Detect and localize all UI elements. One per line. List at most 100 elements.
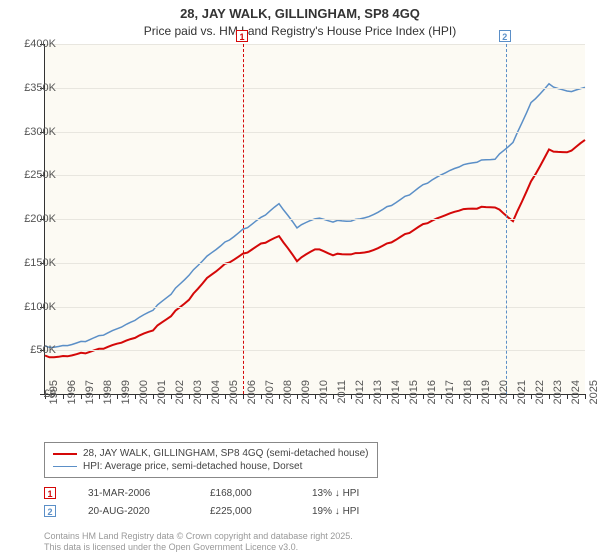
ylabel: £250K	[6, 169, 56, 181]
legend-row: HPI: Average price, semi-detached house,…	[53, 460, 369, 473]
xtick	[225, 394, 226, 399]
xtick	[531, 394, 532, 399]
xtick	[243, 394, 244, 399]
xlabel: 2006	[246, 380, 258, 416]
ylabel: £350K	[6, 82, 56, 94]
xlabel: 2002	[174, 380, 186, 416]
xtick	[261, 394, 262, 399]
xtick	[567, 394, 568, 399]
xlabel: 2005	[228, 380, 240, 416]
plot-area	[44, 44, 585, 395]
chart-container: 28, JAY WALK, GILLINGHAM, SP8 4GQ Price …	[0, 0, 600, 560]
gridline	[45, 263, 585, 264]
legend-swatch	[53, 453, 77, 455]
xtick	[387, 394, 388, 399]
xtick	[117, 394, 118, 399]
sale-marker: 1	[44, 487, 56, 499]
ylabel: £200K	[6, 213, 56, 225]
xtick	[99, 394, 100, 399]
xtick	[441, 394, 442, 399]
xtick	[333, 394, 334, 399]
xlabel: 2004	[210, 380, 222, 416]
sale-row: 1 31-MAR-2006 £168,000 13% ↓ HPI	[44, 484, 402, 502]
legend: 28, JAY WALK, GILLINGHAM, SP8 4GQ (semi-…	[44, 442, 378, 478]
sale-price: £225,000	[210, 506, 280, 517]
xtick	[81, 394, 82, 399]
xlabel: 2001	[156, 380, 168, 416]
xlabel: 2024	[570, 380, 582, 416]
xlabel: 1996	[66, 380, 78, 416]
xlabel: 1995	[48, 380, 60, 416]
xlabel: 2011	[336, 380, 348, 416]
gridline	[45, 88, 585, 89]
marker-box: 1	[236, 30, 248, 42]
sale-date: 31-MAR-2006	[88, 488, 178, 499]
xlabel: 2020	[498, 380, 510, 416]
xlabel: 2025	[588, 380, 600, 416]
xtick	[153, 394, 154, 399]
xlabel: 2022	[534, 380, 546, 416]
legend-row: 28, JAY WALK, GILLINGHAM, SP8 4GQ (semi-…	[53, 447, 369, 460]
gridline	[45, 132, 585, 133]
xlabel: 2010	[318, 380, 330, 416]
xtick	[297, 394, 298, 399]
ylabel: £50K	[6, 344, 56, 356]
footer-line-2: This data is licensed under the Open Gov…	[44, 542, 353, 554]
xlabel: 2015	[408, 380, 420, 416]
xtick	[513, 394, 514, 399]
xlabel: 2012	[354, 380, 366, 416]
sale-rows: 1 31-MAR-2006 £168,000 13% ↓ HPI 2 20-AUG-202…	[44, 484, 402, 520]
gridline	[45, 219, 585, 220]
footer: Contains HM Land Registry data © Crown c…	[44, 531, 353, 554]
ylabel: £400K	[6, 38, 56, 50]
legend-label: 28, JAY WALK, GILLINGHAM, SP8 4GQ (semi-…	[83, 448, 369, 459]
ylabel: £150K	[6, 257, 56, 269]
marker-vline	[506, 44, 507, 394]
xlabel: 2019	[480, 380, 492, 416]
xtick	[459, 394, 460, 399]
marker-vline	[243, 44, 244, 394]
xlabel: 2007	[264, 380, 276, 416]
xlabel: 2014	[390, 380, 402, 416]
xlabel: 2017	[444, 380, 456, 416]
sale-diff: 19% ↓ HPI	[312, 506, 402, 517]
series-hpi	[45, 84, 585, 348]
sale-price: £168,000	[210, 488, 280, 499]
xtick	[477, 394, 478, 399]
xlabel: 2003	[192, 380, 204, 416]
footer-line-1: Contains HM Land Registry data © Crown c…	[44, 531, 353, 543]
legend-swatch	[53, 466, 77, 468]
xlabel: 2008	[282, 380, 294, 416]
xlabel: 2009	[300, 380, 312, 416]
xtick	[423, 394, 424, 399]
xtick	[369, 394, 370, 399]
marker-box: 2	[499, 30, 511, 42]
xlabel: 2023	[552, 380, 564, 416]
xlabel: 2016	[426, 380, 438, 416]
xtick	[135, 394, 136, 399]
ylabel: £100K	[6, 301, 56, 313]
xtick	[585, 394, 586, 399]
sale-marker: 2	[44, 505, 56, 517]
ylabel: £300K	[6, 126, 56, 138]
sale-diff: 13% ↓ HPI	[312, 488, 402, 499]
chart-title: 28, JAY WALK, GILLINGHAM, SP8 4GQ	[0, 0, 600, 23]
xtick	[189, 394, 190, 399]
xtick	[63, 394, 64, 399]
xtick	[495, 394, 496, 399]
sale-date: 20-AUG-2020	[88, 506, 178, 517]
xlabel: 2000	[138, 380, 150, 416]
xlabel: 2013	[372, 380, 384, 416]
xlabel: 2021	[516, 380, 528, 416]
gridline	[45, 350, 585, 351]
xtick	[405, 394, 406, 399]
xtick	[207, 394, 208, 399]
xlabel: 1999	[120, 380, 132, 416]
xlabel: 1998	[102, 380, 114, 416]
sale-row: 2 20-AUG-2020 £225,000 19% ↓ HPI	[44, 502, 402, 520]
gridline	[45, 44, 585, 45]
xtick	[549, 394, 550, 399]
xtick	[279, 394, 280, 399]
legend-label: HPI: Average price, semi-detached house,…	[83, 461, 302, 472]
xtick	[315, 394, 316, 399]
